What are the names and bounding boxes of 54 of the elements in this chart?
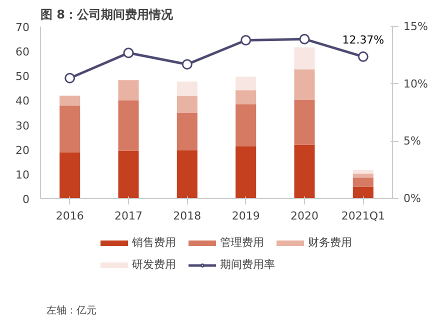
point (240, 35, 252, 46)
bar (118, 100, 139, 151)
bar (352, 174, 374, 178)
y-tick-label: 10 (16, 168, 30, 182)
legend-label: 财务费用 (308, 235, 352, 250)
bar (236, 104, 256, 146)
chart-title: 图 8：公司期间费用情况 (40, 8, 174, 22)
y-tick-label: 40 (16, 94, 30, 108)
x-tick-label: 2018 (173, 210, 202, 222)
bar (294, 69, 315, 100)
bar (176, 112, 198, 150)
bar (352, 170, 374, 174)
x-tick-label: 2017 (114, 210, 143, 222)
x-tick-label: 2021Q1 (341, 210, 385, 222)
point (182, 59, 192, 70)
bar (236, 76, 256, 90)
point (64, 72, 76, 84)
y-tick-label: 50 (16, 70, 30, 84)
y2-tick-label: 0% (404, 192, 421, 205)
bar (176, 150, 198, 198)
y-tick-label: 60 (16, 46, 30, 59)
bar (236, 90, 256, 104)
y-tick-label: 70 (16, 21, 30, 34)
bar (176, 96, 198, 113)
bar (294, 100, 315, 145)
x-tick-label: 2016 (56, 210, 84, 222)
bar (60, 106, 80, 152)
bar (118, 150, 139, 198)
y2-tick-label: 10% (404, 77, 428, 90)
bar (60, 152, 80, 198)
y-tick-label: 30 (16, 119, 30, 132)
bar (294, 47, 315, 70)
text: 左轴：亿元 (46, 304, 96, 316)
y2-tick-label: 15% (404, 20, 428, 33)
legend-label: 管理费用 (220, 235, 264, 250)
bar (352, 186, 374, 198)
bar (118, 80, 139, 100)
bar (294, 144, 315, 198)
legend-label: 研发费用 (132, 257, 176, 272)
x-tick-label: 2019 (232, 210, 260, 222)
bar (60, 96, 80, 106)
bar (176, 82, 198, 96)
y-tick-label: 20 (16, 144, 30, 157)
legend-label: 期间费用率 (220, 257, 275, 272)
point (123, 48, 134, 58)
bar (352, 178, 374, 187)
y2-tick-label: 5% (404, 134, 421, 148)
legend-label: 销售费用 (132, 235, 176, 250)
point (358, 51, 368, 62)
x-tick-label: 2020 (290, 210, 319, 222)
bar (236, 146, 256, 198)
y-tick-label: 0 (22, 193, 30, 206)
point (299, 34, 310, 44)
data-label: 12.37% (342, 34, 384, 47)
